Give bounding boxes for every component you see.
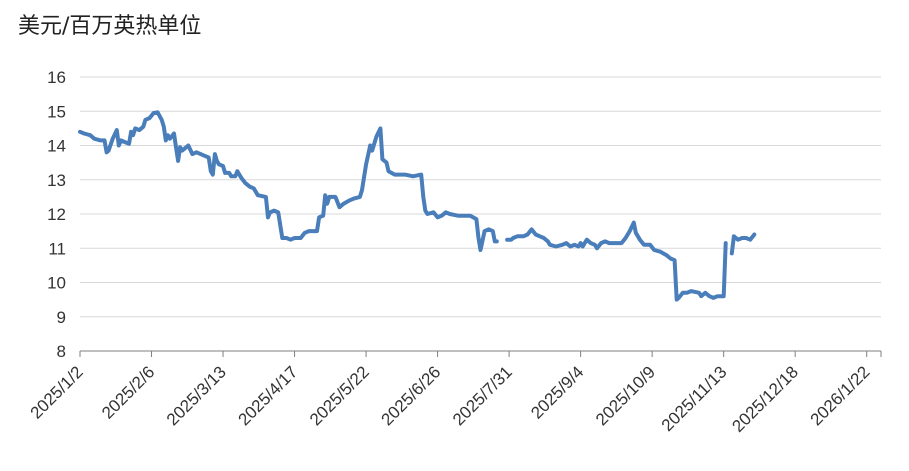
- y-tick-label: 14: [47, 137, 66, 156]
- x-tick-label: 2025/7/31: [449, 362, 516, 429]
- series-line-segment: [505, 220, 728, 302]
- x-tick-label: 2025/10/9: [592, 362, 659, 429]
- y-tick-label: 16: [47, 68, 66, 87]
- y-tick-label: 9: [57, 308, 66, 327]
- y-tick-label: 11: [48, 239, 66, 258]
- x-tick-label: 2025/6/26: [377, 362, 444, 429]
- x-tick-label: 2025/4/17: [234, 362, 301, 429]
- x-tick-label: 2025/12/18: [728, 362, 802, 436]
- x-tick-label: 2025/11/13: [658, 362, 731, 435]
- series-line-segment: [729, 232, 757, 256]
- x-tick-label: 2025/2/6: [98, 362, 158, 422]
- y-tick-label: 13: [47, 171, 66, 190]
- y-tick-label: 8: [57, 342, 66, 361]
- y-tick-label: 10: [47, 274, 66, 293]
- y-tick-label: 15: [47, 102, 66, 121]
- x-tick-label: 2025/1/2: [27, 362, 87, 422]
- x-tick-label: 2025/9/4: [527, 362, 587, 422]
- unit-label: 美元/百万英热单位: [18, 14, 202, 39]
- x-tick-label: 2026/1/22: [807, 362, 874, 429]
- x-tick-label: 2025/3/13: [163, 362, 230, 429]
- y-tick-label: 12: [47, 205, 66, 224]
- series-line-segment: [78, 110, 499, 252]
- x-tick-label: 2025/5/22: [306, 362, 373, 429]
